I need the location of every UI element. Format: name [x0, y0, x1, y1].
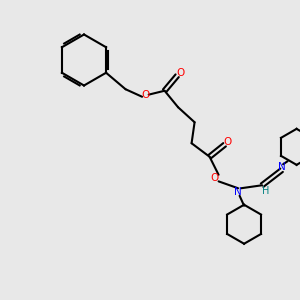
Text: O: O [142, 90, 150, 100]
Text: O: O [176, 68, 184, 78]
Text: N: N [234, 187, 242, 197]
Text: N: N [278, 162, 286, 172]
Text: O: O [211, 173, 219, 183]
Text: O: O [224, 137, 232, 147]
Text: H: H [262, 186, 269, 196]
